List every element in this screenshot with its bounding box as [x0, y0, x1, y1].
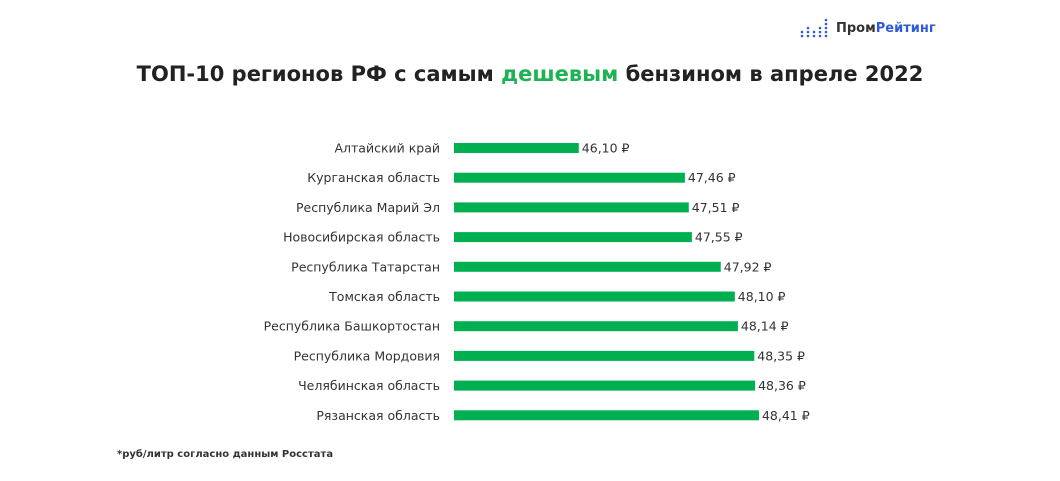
value-label: 47,92 ₽	[724, 259, 772, 274]
value-label: 48,41 ₽	[762, 408, 810, 423]
chart-title: ТОП-10 регионов РФ с самым дешевым бензи…	[136, 62, 924, 86]
value-label: 48,35 ₽	[757, 348, 805, 363]
bar	[454, 202, 689, 213]
bar	[454, 321, 738, 332]
value-label: 47,55 ₽	[695, 230, 743, 245]
category-label: Томская область	[328, 289, 440, 304]
bar	[454, 172, 685, 183]
category-label: Курганская область	[307, 170, 440, 185]
value-label: 48,14 ₽	[741, 319, 789, 334]
bar	[454, 410, 759, 421]
footnote: *руб/литр согласно данным Росстата	[117, 449, 334, 460]
value-label: 46,10 ₽	[582, 141, 630, 156]
category-label: Рязанская область	[316, 408, 440, 423]
logo: ПромРейтинг	[800, 16, 936, 40]
category-label: Республика Татарстан	[291, 259, 440, 274]
bar	[454, 143, 579, 153]
category-label: Республика Башкортостан	[264, 319, 440, 334]
value-label: 48,10 ₽	[738, 289, 786, 304]
value-label: 47,51 ₽	[692, 200, 740, 215]
value-label: 47,46 ₽	[688, 170, 736, 185]
category-label: Алтайский край	[334, 141, 440, 156]
bar	[454, 261, 721, 272]
category-label: Республика Мордовия	[294, 348, 440, 363]
value-label: 48,36 ₽	[758, 378, 806, 393]
category-label: Челябинская область	[298, 378, 440, 393]
bar	[454, 350, 755, 361]
bar	[454, 291, 735, 302]
category-label: Новосибирская область	[283, 230, 440, 245]
category-label: Республика Марий Эл	[296, 200, 440, 215]
bar	[454, 232, 692, 243]
logo-text: ПромРейтинг	[836, 20, 936, 36]
bar	[454, 380, 756, 391]
dot-bars-logo-icon	[800, 18, 828, 38]
